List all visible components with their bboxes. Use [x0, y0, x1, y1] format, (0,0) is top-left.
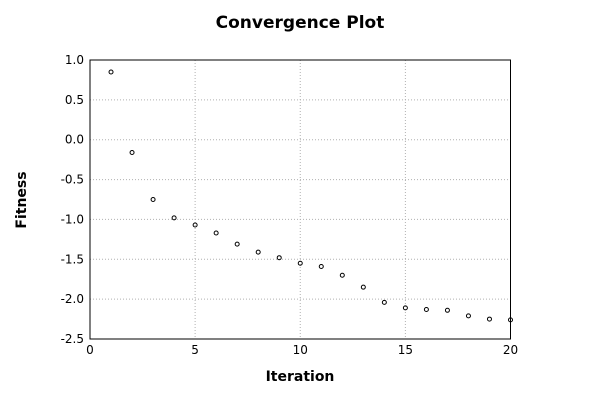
y-tick-label: 1.0 [65, 53, 84, 67]
data-point [171, 215, 177, 221]
data-point [297, 260, 303, 266]
gridlines [90, 60, 511, 339]
x-tick-label: 20 [503, 343, 518, 357]
data-point [192, 222, 198, 228]
data-point [129, 149, 135, 155]
y-tick-labels: 1.0 0.5 0.0 -0.5 -1.0 -1.5 -2.0 -2.5 [61, 53, 84, 346]
x-tick-label: 15 [398, 343, 413, 357]
data-point [360, 284, 366, 290]
data-point [339, 272, 345, 278]
x-axis-label: Iteration [266, 369, 335, 385]
data-point [234, 241, 240, 247]
y-tick-label: -2.5 [61, 332, 84, 346]
chart-title: Convergence Plot [216, 13, 385, 33]
data-point [318, 263, 324, 269]
x-tick-label: 10 [293, 343, 308, 357]
y-tick-label: -0.5 [61, 173, 84, 187]
data-point [486, 316, 492, 322]
x-tick-labels: 0 5 10 15 20 [86, 343, 518, 357]
data-point [255, 249, 261, 255]
y-tick-label: -1.5 [61, 252, 84, 266]
data-point [465, 313, 471, 319]
plot-border [89, 59, 511, 340]
y-axis-label: Fitness [14, 171, 30, 228]
y-tick-label: 0.0 [65, 133, 84, 147]
data-point [402, 305, 408, 311]
y-tick-label: 0.5 [65, 93, 84, 107]
data-point [381, 299, 387, 305]
y-tick-label: -1.0 [61, 212, 84, 226]
x-tick-label: 0 [86, 343, 94, 357]
y-tick-label: -2.0 [61, 292, 84, 306]
data-point [150, 197, 156, 202]
x-tick-label: 5 [191, 343, 199, 357]
data-point [108, 69, 114, 75]
data-point [213, 230, 219, 236]
data-point [423, 307, 429, 313]
data-point [276, 255, 282, 261]
data-points [108, 69, 513, 323]
data-point [444, 307, 450, 313]
